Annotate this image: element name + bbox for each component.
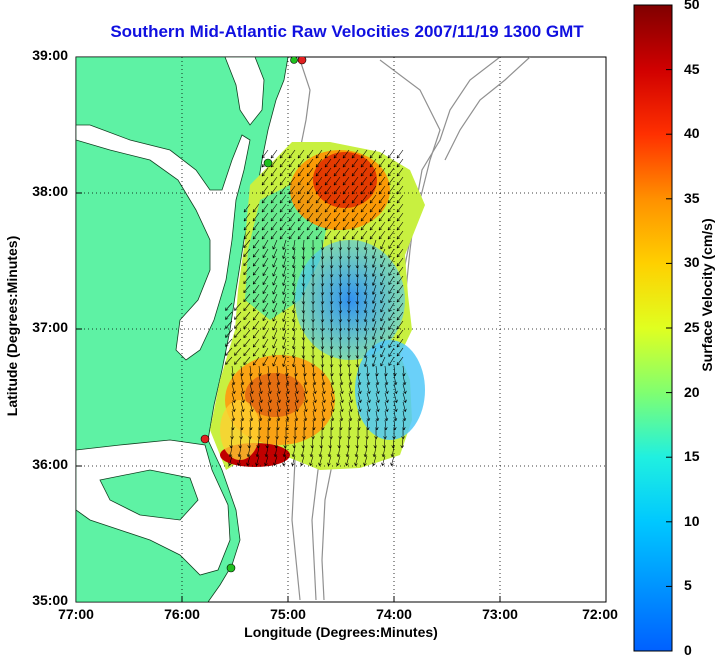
station-marker: [297, 57, 307, 65]
x-tick-label: 74:00: [376, 606, 412, 622]
colorbar-tick-label: 35: [684, 190, 700, 206]
x-axis-label: Longitude (Degrees:Minutes): [244, 624, 438, 640]
y-tick-label: 39:00: [32, 47, 68, 63]
colorbar-tick-label: 40: [684, 125, 700, 141]
station-marker: [290, 57, 298, 64]
colorbar-tick-label: 5: [684, 577, 692, 593]
map-title: Southern Mid-Atlantic Raw Velocities 200…: [110, 22, 584, 41]
colorbar-tick-label: 15: [684, 448, 700, 464]
station-marker: [200, 434, 210, 444]
colorbar-tick-label: 25: [684, 319, 700, 335]
delaware-bay: [224, 57, 265, 126]
velocity-arrows: [225, 149, 407, 466]
colorbar-tick-label: 10: [684, 513, 700, 529]
axis-ticks: [76, 192, 501, 602]
colorbar: [633, 4, 673, 652]
x-tick-label: 76:00: [164, 606, 200, 622]
chesapeake-bay: [76, 124, 251, 361]
colorbar-tick-label: 50: [684, 0, 700, 12]
y-tick-label: 35:00: [32, 592, 68, 608]
colorbar-tick-label: 30: [684, 254, 700, 270]
x-tick-label: 72:00: [582, 606, 618, 622]
y-tick-label: 38:00: [32, 183, 68, 199]
x-tick-label: 73:00: [482, 606, 518, 622]
colorbar-tick-label: 20: [684, 384, 700, 400]
colorbar-ticks: [666, 4, 672, 587]
albemarle-sound: [99, 469, 199, 521]
velocity-field: [210, 142, 425, 470]
y-tick-label: 36:00: [32, 456, 68, 472]
x-tick-label: 75:00: [270, 606, 306, 622]
colorbar-tick-label: 45: [684, 61, 700, 77]
station-marker: [263, 158, 273, 168]
colorbar-label: Surface Velocity (cm/s): [699, 218, 715, 372]
x-tick-label: 77:00: [58, 606, 94, 622]
station-marker: [226, 563, 236, 573]
grid-lines: [76, 57, 606, 602]
colorbar-tick-label: 0: [684, 642, 692, 658]
y-tick-label: 37:00: [32, 319, 68, 335]
